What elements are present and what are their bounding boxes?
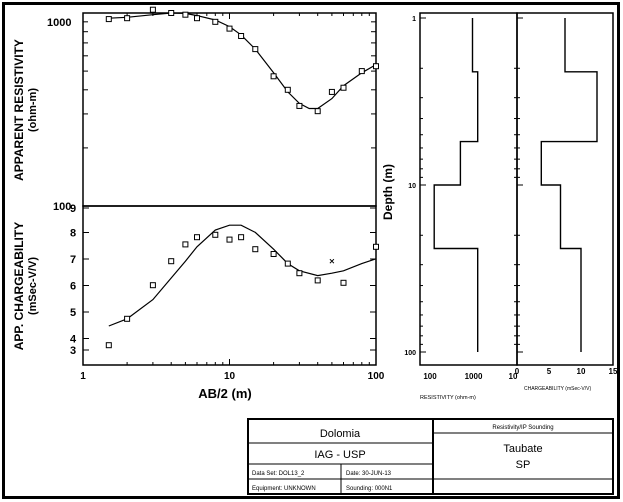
organization-name: IAG - USP — [314, 449, 365, 461]
sounding-label: Sounding: 000N1 — [346, 486, 393, 492]
chargeability-data-point — [168, 258, 175, 265]
resistivity-data-point — [252, 46, 259, 53]
resistivity-data-point — [296, 102, 303, 109]
depth-axis-title: Depth (m) — [381, 164, 395, 220]
resistivity-y-axis-title: APPARENT RESISTIVITY — [12, 39, 26, 181]
chargeability-model-step — [540, 18, 598, 352]
chargeability-model-frame — [516, 12, 614, 366]
chargeability-ytick-label: 8 — [70, 228, 76, 240]
apparent-resistivity-chart: 1000 100 APPARENT RESISTIVITY (ohm-m) — [12, 6, 379, 213]
resistivity-data-point — [168, 10, 175, 16]
resistivity-data-point — [105, 16, 112, 23]
chargeability-model-x-axis-title: CHARGEABILITY (mSec-V/V) — [524, 386, 591, 392]
chargeability-y-axis-unit: (mSec-V/V) — [27, 257, 39, 315]
resistivity-plot-frame — [82, 12, 377, 207]
resistivity-data-point — [182, 11, 189, 18]
chargeability-data-point — [149, 282, 156, 289]
chargeability-model-xtick-label: 10 — [577, 367, 586, 376]
chargeability-model-xtick-label: 5 — [547, 367, 552, 376]
title-block-border — [247, 418, 614, 495]
resistivity-data-point — [284, 86, 291, 93]
chargeability-ytick-label: 4 — [70, 334, 77, 346]
resistivity-model-chart: 1 10 100 100 1000 10 Depth (m) RESISTIVITY (o… — [381, 12, 518, 401]
resistivity-data-point — [193, 15, 200, 22]
location-name: Dolomia — [320, 428, 361, 440]
city-name: Taubate — [503, 443, 542, 455]
resistivity-data-point — [149, 6, 156, 13]
chargeability-ytick-label: 3 — [70, 345, 76, 357]
resistivity-data-point — [328, 88, 335, 95]
resistivity-data-point — [270, 73, 277, 80]
resistivity-data-point — [314, 108, 321, 115]
depth-tick-label: 10 — [408, 183, 416, 190]
resistivity-data-point — [212, 18, 219, 25]
x-axis-title: AB/2 (m) — [198, 386, 251, 401]
x-tick-label: 100 — [368, 371, 385, 382]
depth-tick-label: 100 — [404, 350, 416, 357]
chargeability-x-point — [329, 258, 335, 264]
equipment-label: Equipment: UNKNOWN — [252, 486, 316, 492]
resistivity-model-curve — [108, 12, 377, 110]
chargeability-ytick-label: 5 — [70, 307, 76, 319]
resistivity-model-step — [433, 18, 479, 352]
chargeability-data-point — [105, 342, 112, 349]
chargeability-data-point — [296, 270, 303, 277]
chargeability-data-point — [340, 279, 347, 286]
depth-tick-label: 1 — [412, 16, 416, 23]
resistivity-data-point — [124, 15, 131, 22]
resistivity-data-point — [226, 25, 233, 32]
chargeability-model-xtick-label: 0 — [515, 367, 520, 376]
chargeability-plot-frame — [82, 205, 377, 366]
resistivity-data-point — [358, 68, 365, 75]
data-set-label: Data Set: DOL13_2 — [252, 471, 305, 477]
title-block: Dolomia IAG - USP Data Set: DOL13_2 Date… — [247, 418, 614, 495]
chargeability-data-point — [373, 243, 379, 250]
resistivity-data-point — [373, 63, 379, 70]
chargeability-model-xtick-label: 15 — [609, 367, 618, 376]
chargeability-data-point — [212, 231, 219, 238]
chargeability-data-point — [193, 234, 200, 241]
survey-type-label: Resistivity/IP Sounding — [492, 425, 553, 431]
resistivity-model-xtick-label: 100 — [423, 372, 437, 381]
x-tick-label: 1 — [80, 371, 86, 382]
date-label: Date: 30-JUN-13 — [346, 471, 392, 477]
chargeability-data-point — [124, 315, 131, 322]
resistivity-data-point — [340, 84, 347, 91]
chargeability-data-point — [270, 251, 277, 257]
chargeability-data-point — [238, 234, 245, 241]
chargeability-model-chart: 0 5 10 15 CHARGEABILITY (mSec-V/V) — [515, 12, 618, 392]
resistivity-data-point — [238, 33, 245, 40]
chargeability-y-axis-title: APP. CHARGEABILITY — [12, 222, 26, 350]
chargeability-data-point — [252, 246, 259, 253]
chargeability-data-point — [226, 236, 233, 243]
chargeability-ytick-label: 7 — [70, 254, 76, 266]
chargeability-ytick-label: 9 — [70, 203, 76, 215]
chargeability-model-curve — [108, 224, 377, 327]
chargeability-data-point — [314, 277, 321, 284]
x-tick-label: 10 — [224, 371, 236, 382]
state-name: SP — [516, 459, 531, 471]
resistivity-ytick-label-100: 100 — [53, 201, 71, 213]
app-chargeability-chart: 34 5 6 7 8 9 1 10 100 APP. CHARGEABILITY (mSec-V… — [12, 203, 385, 401]
chargeability-data-point — [182, 241, 189, 248]
resistivity-ytick-label-1000: 1000 — [47, 17, 71, 29]
chargeability-ytick-label: 6 — [70, 281, 76, 293]
resistivity-model-x-axis-title: RESISTIVITY (ohm-m) — [420, 395, 476, 401]
chargeability-data-point — [284, 260, 291, 267]
resistivity-model-xtick-label: 10 — [509, 372, 518, 381]
resistivity-y-axis-unit: (ohm-m) — [27, 88, 39, 132]
resistivity-model-xtick-label: 1000 — [465, 372, 483, 381]
